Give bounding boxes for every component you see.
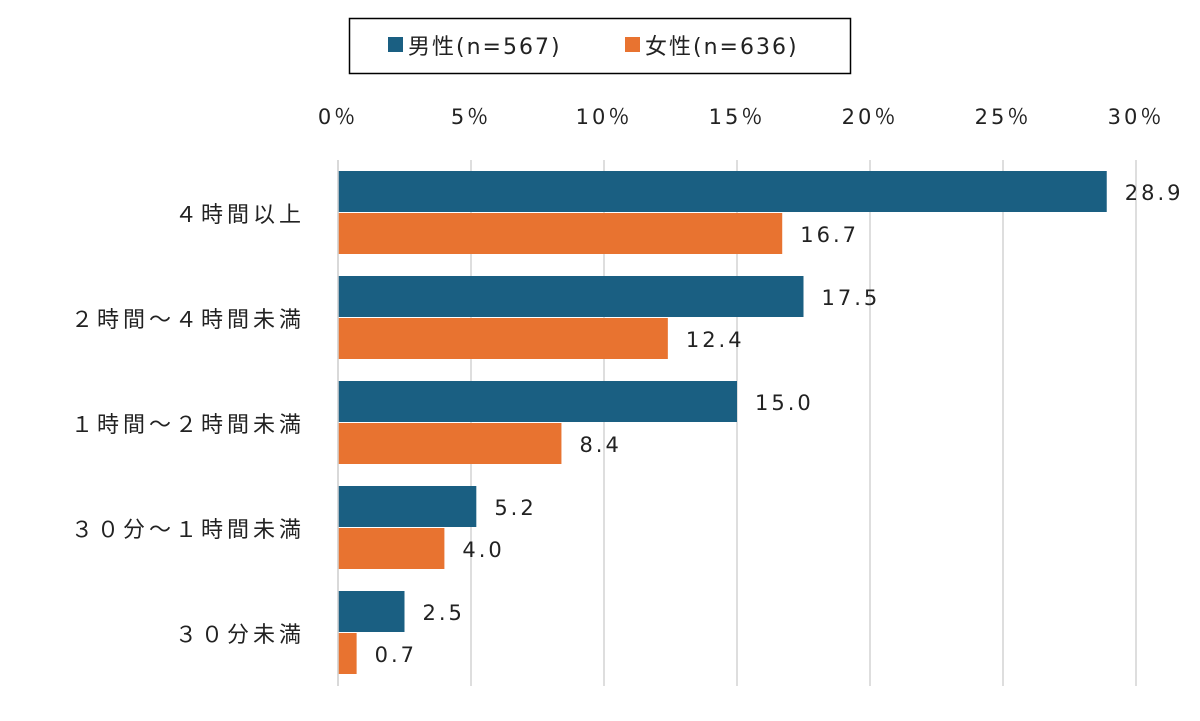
- legend-swatch-female: [625, 37, 640, 52]
- y-axis-labels: ４時間以上 ２時間～４時間未満 １時間～２時間未満 ３０分～１時間未満 ３０分未満: [71, 203, 305, 648]
- bar-male: [338, 486, 477, 527]
- x-axis-ticks: 0％ 5％ 10％ 15％ 20％ 25％ 30％: [318, 105, 1165, 129]
- bar-female: [338, 423, 562, 464]
- category-label: ３０分未満: [175, 623, 305, 648]
- category-label: ４時間以上: [175, 203, 305, 228]
- data-label: 28.9: [1125, 181, 1184, 205]
- data-label: 12.4: [686, 328, 745, 352]
- x-tick-label: 20％: [842, 105, 899, 129]
- legend-label-male: 男性(n=567): [408, 35, 562, 60]
- data-label: 5.2: [494, 496, 536, 520]
- x-tick-label: 0％: [318, 105, 358, 129]
- bar-female: [338, 528, 445, 569]
- x-tick-label: 15％: [709, 105, 766, 129]
- bar-female: [338, 213, 783, 254]
- legend-frame: [348, 17, 852, 75]
- data-label: 0.7: [375, 643, 417, 667]
- data-label: 2.5: [423, 601, 465, 625]
- bar-male: [338, 171, 1107, 212]
- legend-label-female: 女性(n=636): [645, 35, 799, 60]
- data-label: 4.0: [462, 538, 504, 562]
- data-label: 15.0: [755, 391, 814, 415]
- bar-male: [338, 276, 804, 317]
- category-label: ３０分～１時間未満: [71, 518, 305, 543]
- category-label: １時間～２時間未満: [71, 413, 305, 438]
- bars: 28.9 16.7 17.5 12.4 15.0 8.4 5.2 4.0 2.50.7: [337, 160, 1184, 686]
- x-tick-label: 30％: [1108, 105, 1165, 129]
- data-label: 8.4: [579, 433, 621, 457]
- x-tick-label: 25％: [975, 105, 1032, 129]
- legend: 男性(n=567) 女性(n=636): [348, 17, 852, 75]
- x-tick-label: 10％: [576, 105, 633, 129]
- x-tick-label: 5％: [451, 105, 491, 129]
- bar-male: [338, 381, 737, 422]
- data-label: 16.7: [800, 223, 859, 247]
- data-label: 17.5: [822, 286, 881, 310]
- bar-female: [338, 318, 668, 359]
- bar-female: [338, 633, 357, 674]
- category-label: ２時間～４時間未満: [71, 308, 305, 333]
- legend-swatch-male: [388, 37, 403, 52]
- bar-male: [338, 591, 405, 632]
